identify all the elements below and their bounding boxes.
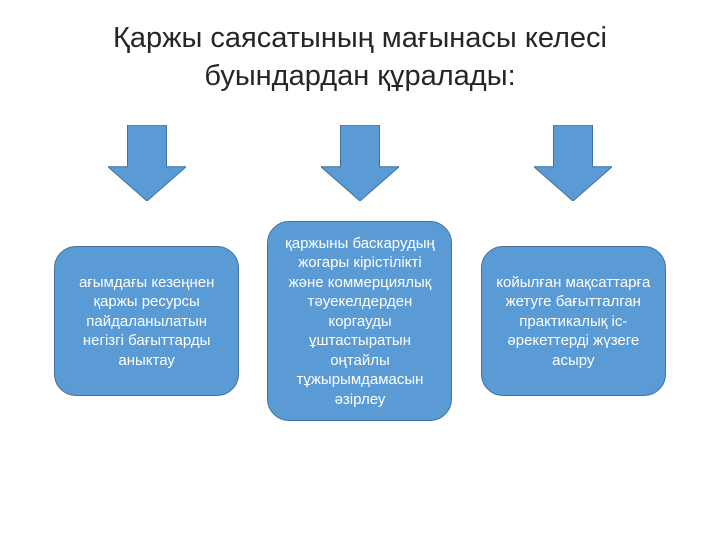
- column-1: ағымдағы кезеңнен қаржы ресурсы пайдалан…: [47, 125, 247, 421]
- concept-box-3: койылған мақсаттарға жетуге бағытталган …: [481, 246, 666, 396]
- column-3: койылған мақсаттарға жетуге бағытталган …: [473, 125, 673, 421]
- arrow-down-icon: [108, 125, 186, 206]
- concept-box-1: ағымдағы кезеңнен қаржы ресурсы пайдалан…: [54, 246, 239, 396]
- concept-box-2: қаржыны баскарудың жогары кірістілікті ж…: [267, 221, 452, 421]
- page-title: Қаржы саясатының мағынасы келесі буындар…: [0, 0, 720, 105]
- column-2: қаржыны баскарудың жогары кірістілікті ж…: [260, 125, 460, 421]
- diagram-columns: ағымдағы кезеңнен қаржы ресурсы пайдалан…: [0, 125, 720, 421]
- arrow-down-icon: [534, 125, 612, 206]
- arrow-down-icon: [321, 125, 399, 206]
